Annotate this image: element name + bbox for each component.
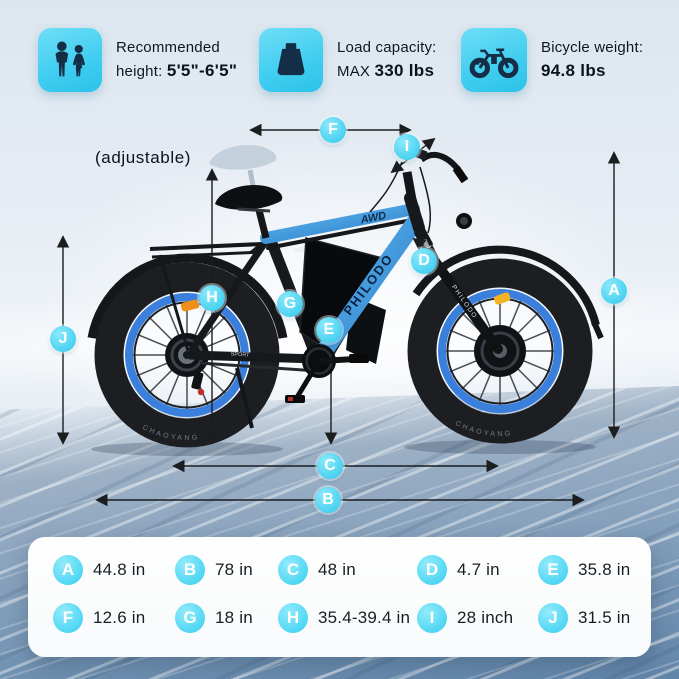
spec-item-c: C 48 in <box>278 555 356 585</box>
card-line1: Bicycle weight: <box>541 38 644 56</box>
spec-item-j: J 31.5 in <box>538 603 630 633</box>
rear-reflector <box>180 299 200 312</box>
spec-value-f: 12.6 in <box>93 608 146 627</box>
drivetrain <box>191 344 369 429</box>
people-icon <box>38 28 102 92</box>
dim-marker-j: J <box>50 326 76 352</box>
spec-item-b: B 78 in <box>175 555 253 585</box>
dim-marker-d: D <box>411 248 437 274</box>
toptube-model: H8 <box>295 246 305 255</box>
dim-marker-a: A <box>601 278 627 304</box>
spec-value-e: 35.8 in <box>578 560 631 579</box>
spec-badge-d: D <box>417 555 447 585</box>
saddle-group <box>209 144 283 239</box>
spec-value-g: 18 in <box>215 608 253 627</box>
spec-item-g: G 18 in <box>175 603 253 633</box>
spec-value-c: 48 in <box>318 560 356 579</box>
spec-value-b: 78 in <box>215 560 253 579</box>
spec-value-h: 35.4-39.4 in <box>318 608 411 627</box>
dim-marker-c: C <box>317 453 343 479</box>
card-bicycle-weight: Bicycle weight: 94.8 lbs <box>461 28 643 92</box>
weight-icon <box>259 28 323 92</box>
adjustable-label: (adjustable) <box>95 148 192 167</box>
card-load-capacity: Load capacity: MAX 330 lbs <box>259 28 437 92</box>
toptube-brand: AWD <box>359 210 388 227</box>
card-line2-prefix: height: <box>116 62 167 80</box>
front-wheel-shadow <box>404 440 596 454</box>
spec-legend-panel: A 44.8 in B 78 in C 48 in D 4.7 in E 35.… <box>28 537 651 657</box>
spec-badge-f: F <box>53 603 83 633</box>
spec-badge-j: J <box>538 603 568 633</box>
spec-badge-a: A <box>53 555 83 585</box>
card-line2-prefix: MAX <box>337 62 375 80</box>
spec-item-f: F 12.6 in <box>53 603 145 633</box>
spec-item-e: E 35.8 in <box>538 555 630 585</box>
card-value: 94.8 lbs <box>541 60 606 80</box>
spec-badge-c: C <box>278 555 308 585</box>
dim-marker-f: F <box>320 117 346 143</box>
spec-value-i: 28 inch <box>457 608 514 627</box>
spec-badge-b: B <box>175 555 205 585</box>
spec-badge-g: G <box>175 603 205 633</box>
spec-item-a: A 44.8 in <box>53 555 145 585</box>
card-text-recommended-height: Recommended height: 5'5"-6'5" <box>116 37 237 83</box>
spec-value-d: 4.7 in <box>457 560 500 579</box>
headlight <box>456 213 472 229</box>
bicycle-icon <box>461 28 527 92</box>
card-text-load-capacity: Load capacity: MAX 330 lbs <box>337 37 437 83</box>
card-value: 5'5"-6'5" <box>166 60 238 80</box>
spec-value-j: 31.5 in <box>578 608 631 627</box>
dim-marker-g: G <box>277 291 303 317</box>
front-fender <box>412 245 600 326</box>
dim-marker-h: H <box>199 285 225 311</box>
spec-badge-e: E <box>538 555 568 585</box>
spec-badge-i: I <box>417 603 447 633</box>
spec-value-a: 44.8 in <box>93 560 146 579</box>
kickstand <box>235 367 254 429</box>
spec-item-h: H 35.4-39.4 in <box>278 603 410 633</box>
rear-wheel-shadow <box>91 442 283 456</box>
dim-marker-i: I <box>394 134 420 160</box>
saddle <box>215 184 283 210</box>
card-text-bicycle-weight: Bicycle weight: 94.8 lbs <box>541 37 643 83</box>
ghost-saddle <box>209 144 277 170</box>
card-value: 330 lbs <box>374 60 435 80</box>
card-line1: Recommended <box>116 38 220 56</box>
front-reflector <box>493 292 511 305</box>
spec-item-d: D 4.7 in <box>417 555 500 585</box>
dim-marker-e: E <box>316 317 342 343</box>
card-recommended-height: Recommended height: 5'5"-6'5" <box>38 28 237 92</box>
chainstay-brand: SPORT <box>230 352 250 359</box>
derailleur-pulley <box>197 388 205 396</box>
spec-item-i: I 28 inch <box>417 603 513 633</box>
spec-badge-h: H <box>278 603 308 633</box>
card-line1: Load capacity: <box>337 38 437 56</box>
dim-marker-b: B <box>315 487 341 513</box>
